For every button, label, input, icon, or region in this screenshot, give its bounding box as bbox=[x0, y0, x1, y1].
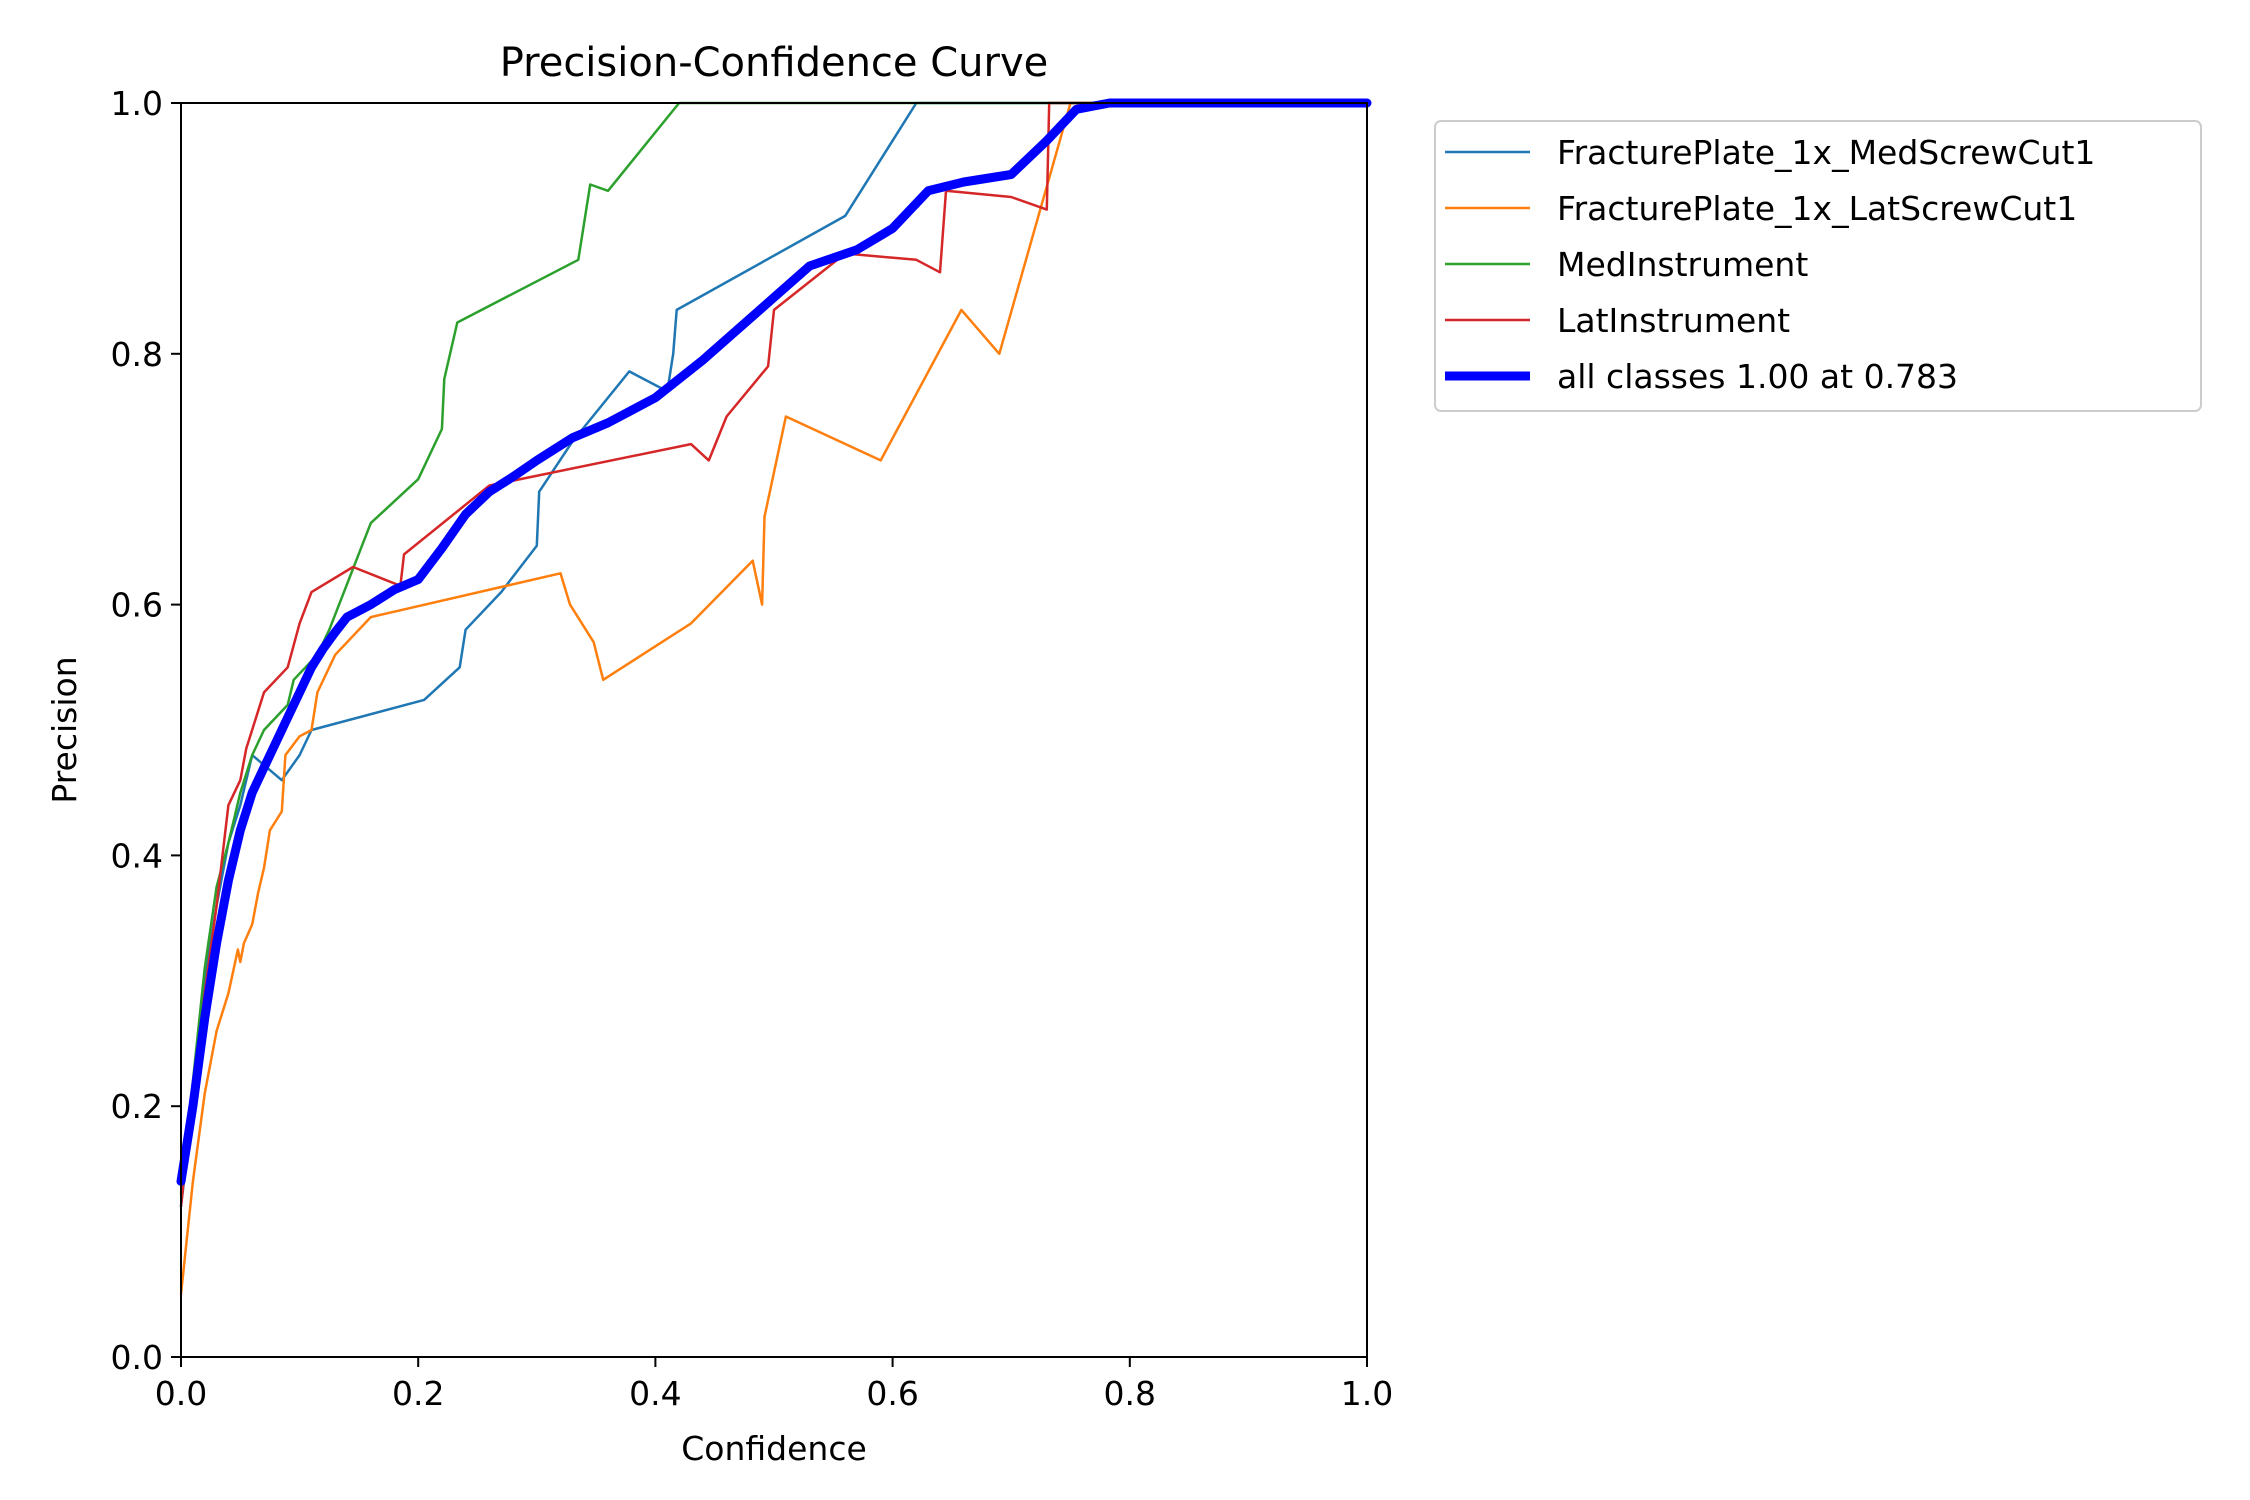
x-tick-label: 0.8 bbox=[1104, 1374, 1156, 1413]
x-axis-ticks: 0.0 0.2 0.4 0.6 0.8 1.0 bbox=[155, 1357, 1393, 1413]
x-tick-label: 0.0 bbox=[155, 1374, 207, 1413]
y-axis-ticks: 0.0 0.2 0.4 0.6 0.8 1.0 bbox=[111, 84, 181, 1377]
legend-label-2: MedInstrument bbox=[1557, 245, 1808, 284]
series-layer bbox=[176, 98, 1372, 1296]
x-tick-label: 0.2 bbox=[392, 1374, 444, 1413]
y-axis-label: Precision bbox=[45, 656, 84, 803]
legend-label-0: FracturePlate_1x_MedScrewCut1 bbox=[1557, 133, 2095, 172]
x-tick-label: 1.0 bbox=[1341, 1374, 1393, 1413]
legend-frame bbox=[1434, 120, 2202, 412]
y-tick-label: 0.2 bbox=[111, 1087, 163, 1126]
x-tick-label: 0.6 bbox=[866, 1374, 918, 1413]
legend: FracturePlate_1x_MedScrewCut1 FracturePla… bbox=[1434, 120, 2202, 412]
y-tick-label: 0.6 bbox=[111, 586, 163, 625]
legend-label-1: FracturePlate_1x_LatScrewCut1 bbox=[1557, 189, 2077, 228]
series-line-3 bbox=[179, 101, 1369, 1208]
series-line-2 bbox=[179, 101, 1369, 1196]
legend-label-3: LatInstrument bbox=[1557, 301, 1790, 340]
series-line-1 bbox=[179, 101, 1369, 1296]
legend-label-4: all classes 1.00 at 0.783 bbox=[1557, 357, 1958, 396]
y-tick-label: 0.8 bbox=[111, 335, 163, 374]
y-tick-label: 1.0 bbox=[111, 84, 163, 123]
x-axis-label: Confidence bbox=[681, 1429, 867, 1468]
y-tick-label: 0.4 bbox=[111, 836, 163, 875]
chart-title: Precision-Confidence Curve bbox=[500, 40, 1049, 86]
x-tick-label: 0.4 bbox=[629, 1374, 681, 1413]
legend-entries: FracturePlate_1x_MedScrewCut1 FracturePla… bbox=[1445, 133, 2095, 396]
plot-area bbox=[176, 98, 1372, 1358]
series-line-4 bbox=[176, 98, 1372, 1186]
y-tick-label: 0.0 bbox=[111, 1338, 163, 1377]
axes-frame bbox=[180, 102, 1368, 1358]
